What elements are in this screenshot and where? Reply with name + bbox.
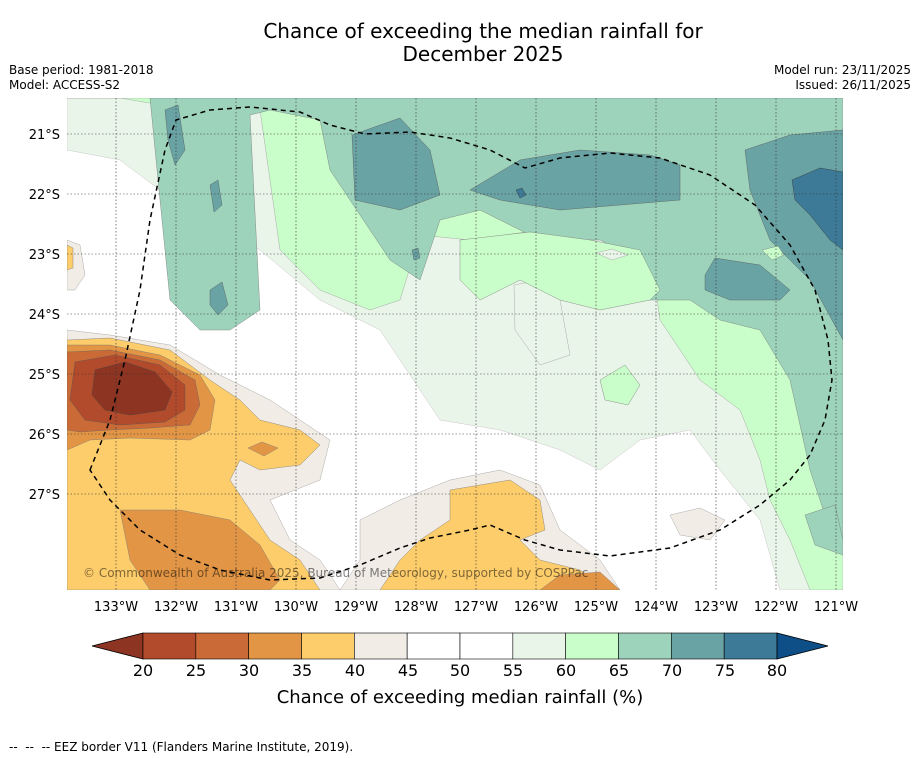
model-run: Model run: 23/11/2025 [773,63,911,77]
lat-label-24: 24°S [29,308,60,323]
colorbar-bin-30 [248,632,302,660]
colorbar-bin-70 [671,632,725,660]
cb-tick-35: 35 [292,661,312,680]
lat-label-21: 21°S [29,128,60,143]
colorbar-ticks: 20 25 30 35 40 45 50 55 60 65 70 75 80 [133,661,787,680]
grid-lines [67,98,843,590]
cb-tick-55: 55 [503,661,523,680]
lat-label-23: 23°S [29,248,60,263]
colorbar-bin-35 [301,632,355,660]
lon-label-131: 131°W [214,600,258,615]
lon-label-127: 127°W [454,600,498,615]
lat-label-27: 27°S [29,488,60,503]
colorbar-bin-55 [512,632,566,660]
lon-label-121: 121°W [814,600,858,615]
cb-tick-60: 60 [556,661,576,680]
model-name: Model: ACCESS-S2 [9,78,121,92]
cb-tick-25: 25 [186,661,206,680]
colorbar-extend-high [776,632,829,660]
cb-tick-30: 30 [239,661,259,680]
lat-label-22: 22°S [29,188,60,203]
cb-tick-50: 50 [450,661,470,680]
cb-tick-65: 65 [609,661,629,680]
cb-tick-70: 70 [662,661,682,680]
lat-axis: 21°S 22°S 23°S 24°S 25°S 26°S 27°S [29,128,60,503]
eez-legend-text: -- -- -- EEZ border V11 (Flanders Marine… [9,740,354,754]
colorbar [91,632,829,660]
lon-label-132: 132°W [154,600,198,615]
base-period: Base period: 1981-2018 [9,63,154,77]
colorbar-label: Chance of exceeding median rainfall (%) [277,687,644,708]
issued-date: Issued: 26/11/2025 [795,78,911,92]
lon-label-125: 125°W [574,600,618,615]
colorbar-bin-20 [142,632,197,660]
lat-label-25: 25°S [29,368,60,383]
lon-axis: 133°W 132°W 131°W 130°W 129°W 128°W 127°… [94,600,858,615]
colorbar-bin-75 [723,632,778,660]
lon-label-124: 124°W [634,600,678,615]
colorbar-extend-low [91,632,144,660]
lon-label-129: 129°W [334,600,378,615]
colorbar-bin-45 [406,632,461,660]
lon-label-126: 126°W [514,600,558,615]
colorbar-bin-40 [354,632,408,660]
lon-label-122: 122°W [754,600,798,615]
copyright-text: © Commonwealth of Australia 2025, Bureau… [83,566,588,580]
lon-label-133: 133°W [94,600,138,615]
colorbar-bin-60 [565,632,619,660]
title-line-1: Chance of exceeding the median rainfall … [263,19,703,43]
cb-tick-75: 75 [715,661,735,680]
cb-tick-40: 40 [345,661,365,680]
lon-label-123: 123°W [694,600,738,615]
cb-tick-80: 80 [767,661,787,680]
lon-label-128: 128°W [394,600,438,615]
lon-label-130: 130°W [274,600,318,615]
eez-border [89,106,833,581]
colorbar-bin-25 [195,632,249,660]
cb-tick-20: 20 [133,661,153,680]
contour-fields: © Commonwealth of Australia 2025, Bureau… [67,98,843,590]
lat-label-26: 26°S [29,428,60,443]
colorbar-bin-50 [459,632,514,660]
title-line-2: December 2025 [402,42,564,66]
cb-tick-45: 45 [398,661,418,680]
colorbar-bin-65 [618,632,672,660]
